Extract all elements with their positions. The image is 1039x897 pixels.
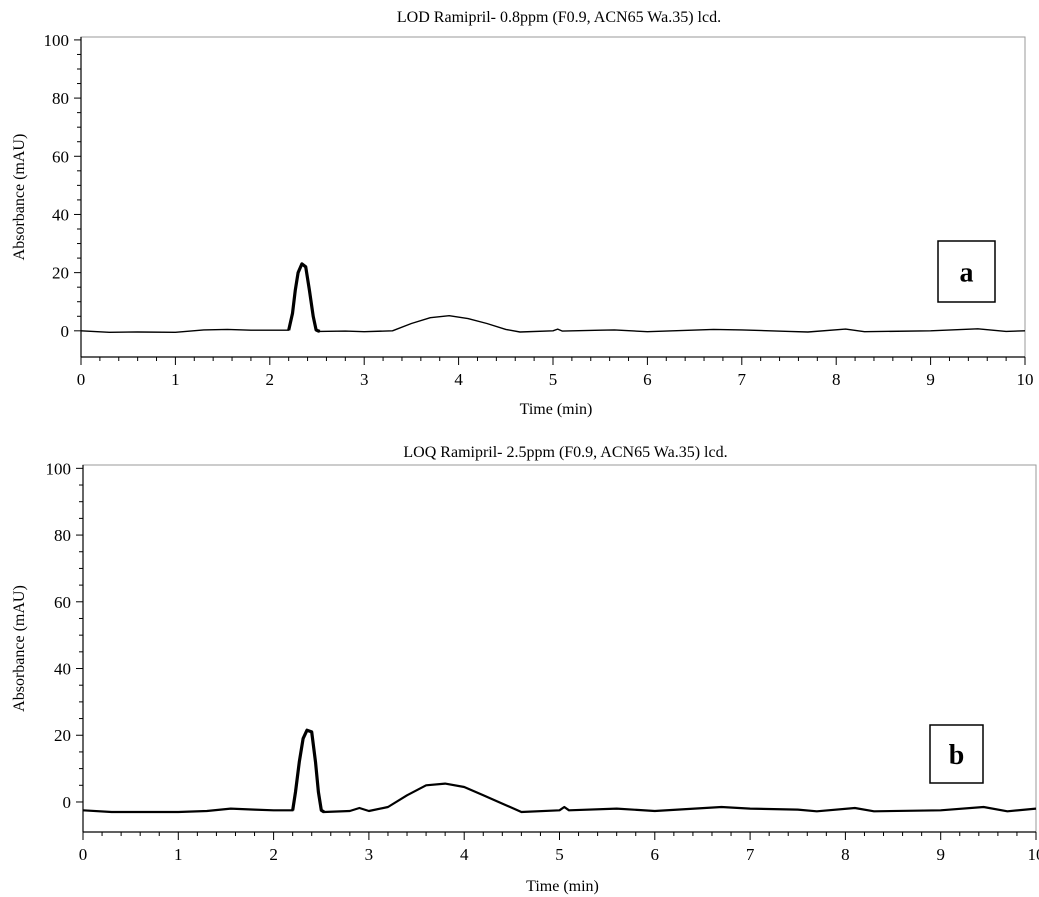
panel-label-box [929,724,984,784]
x-tick-label: 6 [651,845,660,864]
panel-label: b [949,740,965,771]
y-tick-label: 80 [54,526,71,545]
chart-title: LOQ Ramipril- 2.5ppm (F0.9, ACN65 Wa.35)… [403,444,727,461]
chromatogram-trace [80,263,1026,333]
chart-panel-b: 0 20 40 60 80 100 0 1 2 3 4 5 6 7 8 9 10 LOQ Ramipril- 2.… [11,444,1039,895]
chart-panel-a: 0 20 40 60 80 100 0 1 2 3 4 5 6 7 8 9 10 LOD Ramipril- 0.… [11,9,1034,418]
x-tick-label: 6 [643,370,652,389]
y-tick-label: 80 [52,89,69,108]
x-tick-label: 10 [1017,370,1034,389]
y-tick-label: 60 [54,593,71,612]
x-tick-label: 4 [460,845,469,864]
y-tick-label: 20 [54,726,71,745]
panel-label: a [960,258,974,289]
x-tick-label: 3 [365,845,374,864]
x-tick-label: 7 [738,370,747,389]
x-axis-label: Time (min) [520,401,593,418]
y-tick-label: 100 [44,31,70,50]
y-tick-label: 60 [52,147,69,166]
plot-frame [80,36,1026,358]
y-tick-label: 0 [63,793,72,812]
x-tick-label: 7 [746,845,755,864]
x-tick-label: 4 [454,370,463,389]
main-peak-trace [291,728,325,814]
x-tick-label: 2 [266,370,275,389]
chart-title: LOD Ramipril- 0.8ppm (F0.9, ACN65 Wa.35)… [397,9,721,26]
plot-frame [82,464,1037,833]
chromatogram-trace [82,729,1037,814]
y-tick-label: 40 [54,660,71,679]
x-axis-label: Time (min) [526,878,599,895]
y-tick-label: 100 [46,459,72,478]
x-tick-label: 8 [832,370,841,389]
y-axis-label: Absorbance (mAU) [11,585,28,712]
y-tick-label: 20 [52,264,69,283]
x-tick-label: 1 [171,370,180,389]
x-tick-label: 9 [936,845,945,864]
x-tick-label: 10 [1028,845,1039,864]
x-tick-label: 2 [269,845,278,864]
x-tick-label: 0 [79,845,88,864]
y-axis-label: Absorbance (mAU) [11,134,28,261]
x-tick-label: 8 [841,845,850,864]
panel-label-box [937,240,996,303]
x-tick-label: 0 [77,370,86,389]
x-tick-label: 1 [174,845,183,864]
y-tick-label: 0 [61,322,70,341]
y-tick-label: 40 [52,205,69,224]
x-tick-label: 5 [555,845,564,864]
x-tick-label: 9 [926,370,935,389]
main-peak-trace [287,262,321,333]
x-tick-label: 5 [549,370,558,389]
x-tick-label: 3 [360,370,369,389]
